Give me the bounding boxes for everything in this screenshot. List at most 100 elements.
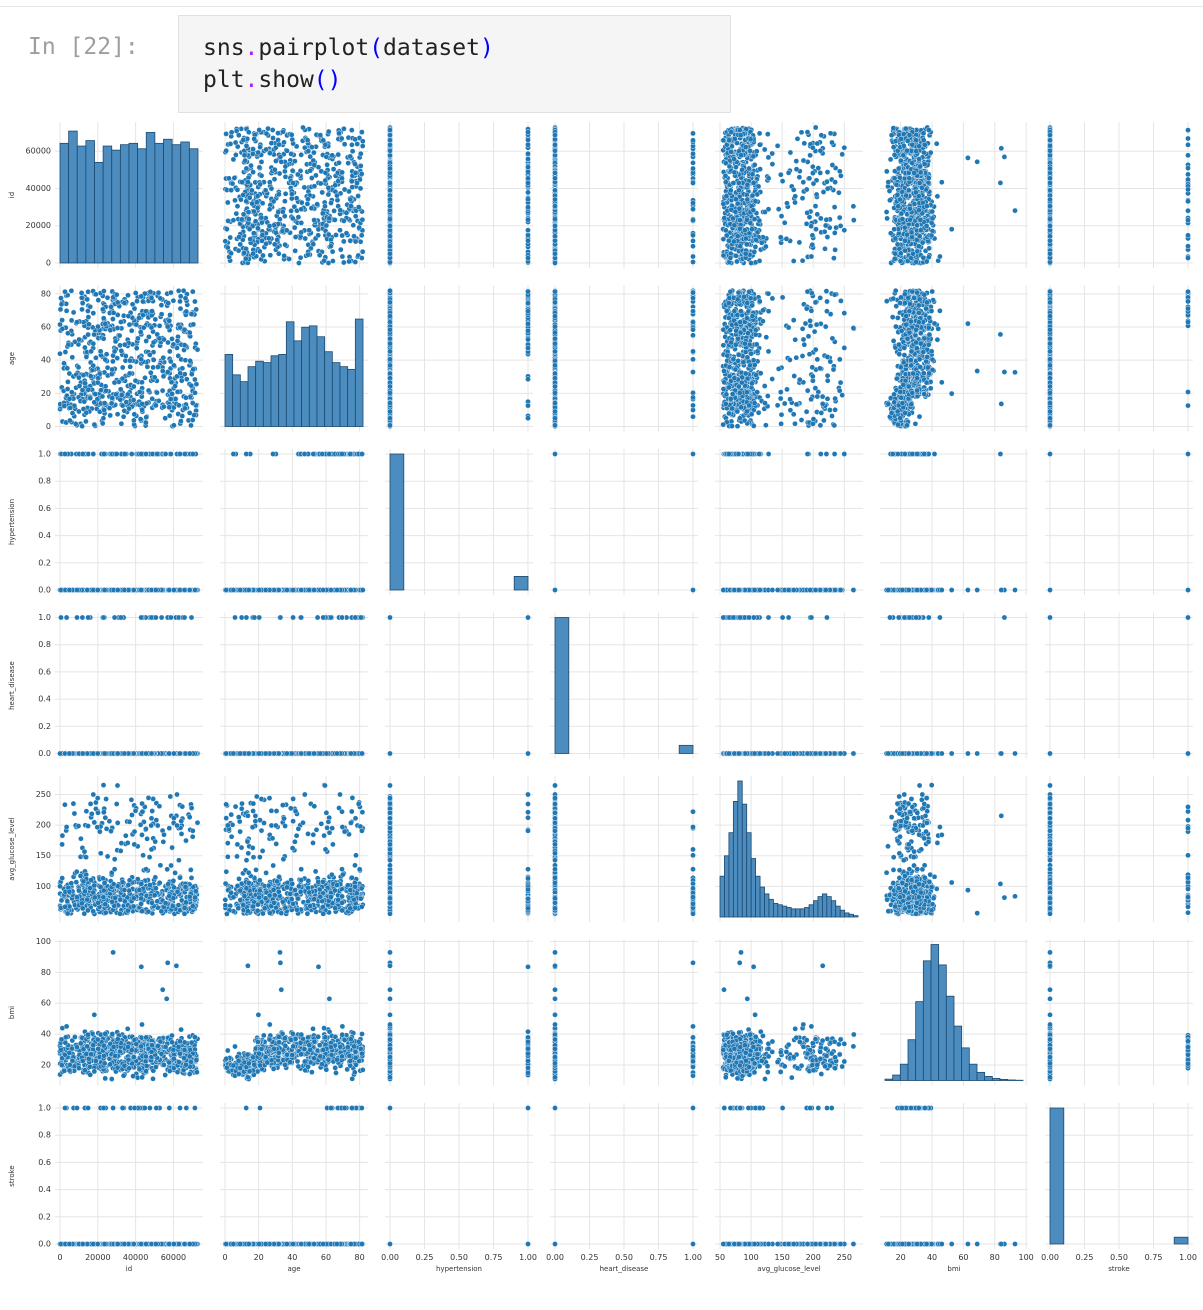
scatter-point [796, 174, 803, 180]
scatter-point [123, 353, 129, 359]
scatter-point [150, 357, 157, 363]
scatter-point [175, 287, 182, 294]
scatter-point [965, 155, 971, 161]
scatter-point [102, 320, 109, 327]
scatter-point [228, 129, 235, 136]
scatter-point [1047, 237, 1053, 244]
histogram-bar [137, 148, 147, 264]
histogram-bar [68, 130, 78, 264]
scatter-point [159, 368, 166, 374]
scatter-point [355, 193, 361, 199]
scatter-point [310, 241, 317, 247]
scatter-point [1047, 175, 1053, 182]
scatter-point [137, 416, 144, 422]
scatter-point [750, 180, 757, 186]
scatter-point [757, 166, 763, 172]
scatter-point [266, 206, 273, 213]
scatter-point [69, 389, 75, 396]
scatter-point [234, 203, 241, 209]
scatter-point [552, 147, 558, 154]
scatter-point [325, 128, 332, 135]
scatter-point [918, 227, 924, 233]
scatter-point [525, 156, 531, 162]
scatter-point [806, 175, 813, 182]
scatter-point [738, 152, 745, 159]
scatter-point [822, 222, 829, 229]
scatter-point [311, 149, 317, 156]
scatter-point [746, 165, 752, 172]
scatter-point [254, 193, 261, 199]
scatter-point [1185, 165, 1191, 171]
scatter-point [744, 196, 751, 203]
scatter-point [814, 211, 821, 218]
scatter-point [750, 207, 757, 213]
scatter-point [158, 302, 165, 308]
scatter-point [149, 395, 155, 402]
scatter-point [188, 422, 194, 429]
scatter-point [233, 152, 239, 158]
scatter-point [76, 383, 83, 389]
scatter-point [387, 216, 393, 222]
code-token: () [314, 67, 342, 93]
scatter-point [245, 216, 252, 222]
scatter-point [753, 237, 759, 243]
scatter-point [79, 306, 85, 313]
scatter-point [128, 327, 135, 334]
scatter-point [250, 169, 256, 175]
scatter-point [733, 252, 739, 259]
scatter-point [721, 215, 728, 221]
scatter-point [142, 374, 148, 381]
scatter-point [307, 167, 314, 174]
scatter-point [240, 137, 247, 143]
scatter-point [747, 136, 754, 143]
scatter-point [334, 197, 341, 203]
scatter-point [727, 187, 734, 194]
scatter-point [775, 206, 782, 212]
scatter-point [841, 227, 848, 233]
subplot-id-vs-avg_glucose_level [715, 122, 863, 268]
scatter-point [914, 222, 920, 229]
scatter-point [926, 245, 932, 252]
code-cell[interactable]: sns.pairplot(dataset) plt.show() [178, 15, 731, 113]
scatter-point [690, 259, 696, 265]
scatter-point [808, 223, 814, 229]
scatter-point [311, 217, 317, 223]
scatter-point [297, 254, 304, 261]
scatter-point [317, 180, 324, 187]
scatter-point [1047, 147, 1053, 154]
scatter-point [257, 181, 263, 188]
scatter-point [792, 199, 798, 206]
cell-prompt: In [22]: [28, 34, 139, 60]
scatter-point [236, 234, 242, 240]
scatter-point [137, 329, 144, 335]
scatter-point [778, 171, 784, 178]
histogram-bar [102, 145, 113, 264]
scatter-point [66, 395, 73, 402]
scatter-point [359, 143, 366, 149]
scatter-point [289, 215, 296, 222]
scatter-point [114, 411, 121, 418]
code-editor[interactable]: sns.pairplot(dataset) plt.show() [203, 32, 494, 96]
scatter-point [749, 226, 755, 232]
scatter-point [736, 187, 742, 194]
scatter-point [258, 214, 265, 221]
scatter-point [890, 144, 897, 150]
scatter-point [246, 226, 253, 232]
scatter-point [188, 311, 195, 317]
scatter-point [109, 395, 115, 401]
scatter-point [267, 252, 274, 258]
scatter-point [131, 411, 138, 418]
scatter-point [933, 140, 940, 147]
scatter-point [325, 191, 332, 198]
scatter-point [252, 218, 259, 224]
scatter-point [127, 357, 133, 364]
scatter-point [341, 218, 347, 224]
scatter-point [916, 233, 923, 239]
scatter-point [125, 391, 131, 398]
scatter-point [690, 206, 696, 212]
scatter-point [387, 180, 393, 186]
scatter-point [275, 137, 281, 143]
scatter-point [160, 373, 167, 380]
scatter-point [317, 132, 324, 138]
scatter-point [233, 210, 240, 217]
